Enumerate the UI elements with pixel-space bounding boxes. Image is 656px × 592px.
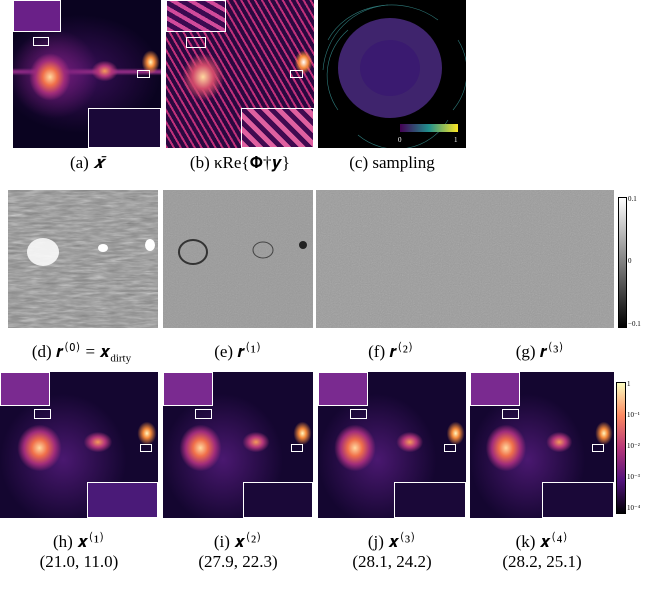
caption-text: (j) [368, 532, 384, 551]
caption-text: 𝒙⁽²⁾ [234, 532, 262, 551]
caption-text: κRe{𝚽†𝒚} [214, 153, 290, 172]
caption-text: 𝒙⁽¹⁾ [77, 532, 105, 551]
caption-text: (g) [516, 342, 536, 361]
caption-text: 𝒙⁽⁴⁾ [540, 532, 569, 551]
image-panel [163, 372, 313, 518]
caption-text: (28.2, 25.1) [502, 552, 581, 571]
residual-panel [466, 190, 614, 328]
caption-text: dirty [110, 352, 131, 364]
colorbar-label: 10⁻³ [627, 473, 640, 481]
caption: (i) 𝒙⁽²⁾(27.9, 22.3) [163, 532, 313, 572]
caption-text: 𝒙̄ [93, 153, 104, 172]
image-panel [166, 0, 314, 148]
caption: (k) 𝒙⁽⁴⁾(28.2, 25.1) [470, 532, 614, 572]
colorbar [616, 382, 626, 514]
colorbar-label: 10⁻¹ [627, 411, 640, 419]
colorbar-label: 1 [627, 380, 631, 388]
caption-text: 𝒓⁽³⁾ [540, 342, 564, 361]
caption-text: (c) [349, 153, 368, 172]
caption-text: (e) [214, 342, 233, 361]
caption: (e) 𝒓⁽¹⁾ [163, 342, 313, 362]
caption: (j) 𝒙⁽³⁾(28.1, 24.2) [318, 532, 466, 572]
caption: (d) 𝒓⁽⁰⁾ = 𝒙dirty [0, 342, 163, 364]
colorbar-label: 10⁻² [627, 442, 640, 450]
image-panel [0, 372, 158, 518]
residual-panel [8, 190, 158, 328]
caption-text: 𝒓⁽¹⁾ [237, 342, 261, 361]
caption: (c) sampling [318, 153, 466, 173]
image-panel [318, 372, 466, 518]
caption: (b) κRe{𝚽†𝒚} [156, 153, 324, 173]
caption: (g) 𝒓⁽³⁾ [466, 342, 614, 362]
caption-text: 𝒓⁽⁰⁾ = 𝒙 [56, 342, 110, 361]
caption-text: 𝒓⁽²⁾ [389, 342, 413, 361]
colorbar-label: 0.1 [628, 195, 637, 203]
caption-text: (21.0, 11.0) [40, 552, 119, 571]
caption-text: (i) [214, 532, 230, 551]
colorbar-label: 10⁻⁴ [627, 504, 640, 512]
caption-text: sampling [372, 153, 434, 172]
sampling-panel: 0 1 [318, 0, 466, 148]
caption: (h) 𝒙⁽¹⁾(21.0, 11.0) [0, 532, 158, 572]
image-panel [470, 372, 614, 518]
colorbar-label: −0.1 [628, 320, 641, 328]
colorbar-label: 0 [398, 136, 402, 144]
colorbar-label: 1 [454, 136, 458, 144]
residual-panel [316, 190, 466, 328]
caption-text: (k) [516, 532, 536, 551]
caption-text: (a) [70, 153, 89, 172]
residual-panel [163, 190, 313, 328]
caption-text: (b) [190, 153, 210, 172]
image-panel [13, 0, 161, 148]
colorbar [618, 197, 627, 328]
colorbar-label: 0 [628, 257, 632, 265]
caption-text: (28.1, 24.2) [352, 552, 431, 571]
caption-text: (f) [368, 342, 385, 361]
caption-text: (d) [32, 342, 52, 361]
caption: (f) 𝒓⁽²⁾ [316, 342, 466, 362]
caption-text: 𝒙⁽³⁾ [388, 532, 416, 551]
caption-text: (27.9, 22.3) [198, 552, 277, 571]
figure: 0 1 (a) 𝒙̄ (b) κRe{𝚽†𝒚} (c) sampling 0.1… [0, 0, 656, 592]
caption: (a) 𝒙̄ [13, 153, 161, 173]
caption-text: (h) [53, 532, 73, 551]
